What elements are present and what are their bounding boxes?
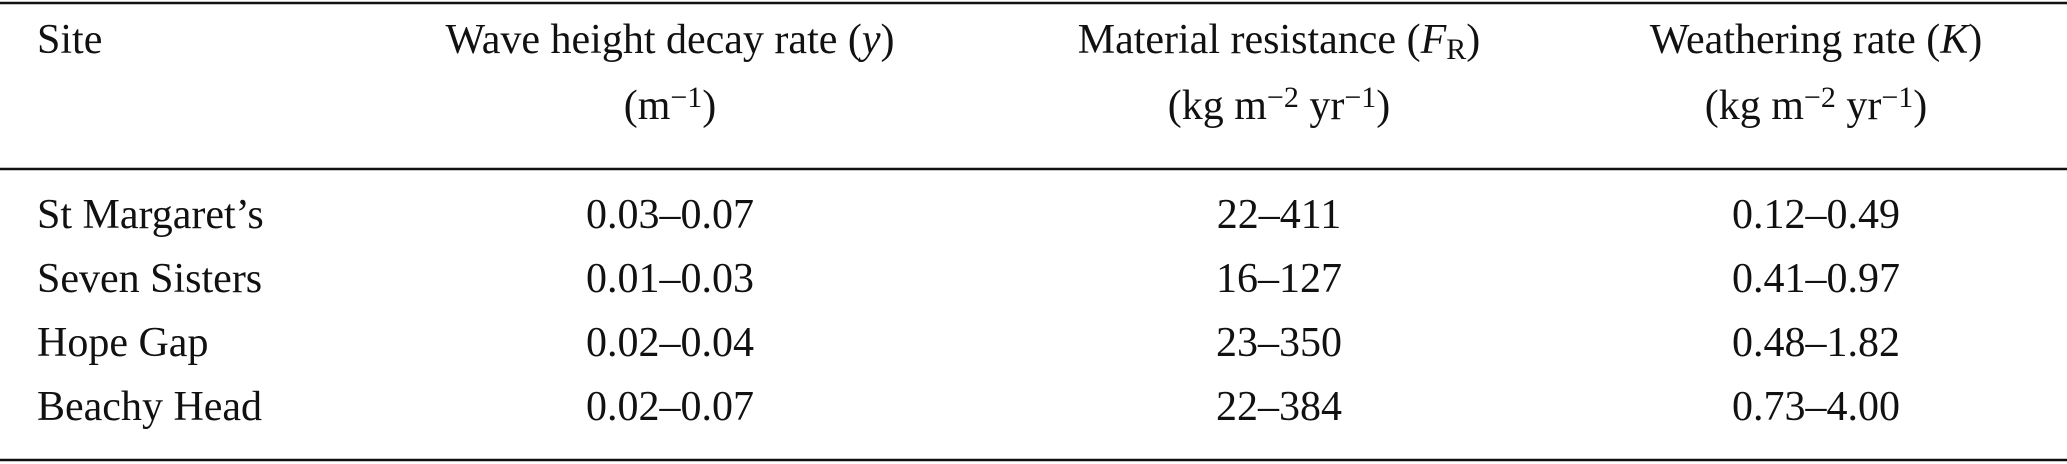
- header-text: −2: [1267, 81, 1299, 114]
- header-text: Weathering rate (: [1650, 17, 1940, 63]
- header-text: Wave height decay rate (: [445, 17, 861, 63]
- header-text: yr: [1299, 83, 1345, 129]
- cell: 0.03–0.07: [586, 192, 754, 238]
- header-text: (kg m: [1168, 83, 1267, 129]
- cell: 22–384: [1216, 384, 1342, 430]
- header-text: ): [1913, 83, 1927, 129]
- header-cell: Site: [37, 17, 102, 63]
- header-text: −1: [670, 81, 702, 114]
- header-text: ): [1968, 17, 1982, 63]
- header-cell: Wave height decay rate (y): [445, 17, 894, 63]
- header-text: ): [1466, 17, 1480, 63]
- site-name: Seven Sisters: [37, 256, 262, 302]
- cell: 0.73–4.00: [1732, 384, 1900, 430]
- header-cell: (kg m−2 yr−1): [1168, 81, 1391, 129]
- header-cell: (kg m−2 yr−1): [1705, 81, 1928, 129]
- header-text: −2: [1804, 81, 1836, 114]
- cell: 0.02–0.04: [586, 320, 754, 366]
- cell: 0.41–0.97: [1732, 256, 1900, 302]
- header-cell: Weathering rate (K): [1650, 17, 1982, 63]
- cell: 0.01–0.03: [586, 256, 754, 302]
- header-text: Site: [37, 17, 102, 63]
- header-text: (m: [624, 83, 671, 129]
- cell: 23–350: [1216, 320, 1342, 366]
- cell: 0.12–0.49: [1732, 192, 1900, 238]
- header-text: (kg m: [1705, 83, 1804, 129]
- cell: 16–127: [1216, 256, 1342, 302]
- site-name: Beachy Head: [37, 384, 262, 430]
- header-text: ): [702, 83, 716, 129]
- header-text: Material resistance (: [1078, 17, 1421, 63]
- header-cell: (m−1): [624, 81, 717, 129]
- header-text: y: [858, 17, 881, 63]
- header-text: F: [1420, 17, 1447, 63]
- site-name: St Margaret’s: [37, 192, 264, 238]
- header-text: ): [881, 17, 895, 63]
- header-text: yr: [1836, 83, 1882, 129]
- header-text: −1: [1344, 81, 1376, 114]
- header-text: K: [1939, 17, 1970, 63]
- cell: 0.02–0.07: [586, 384, 754, 430]
- header-text: −1: [1881, 81, 1913, 114]
- site-name: Hope Gap: [37, 320, 208, 366]
- cell: 22–411: [1217, 192, 1341, 238]
- header-text: ): [1376, 83, 1390, 129]
- header-cell: Material resistance (FR): [1078, 17, 1481, 66]
- cell: 0.48–1.82: [1732, 320, 1900, 366]
- header-text: R: [1446, 33, 1466, 66]
